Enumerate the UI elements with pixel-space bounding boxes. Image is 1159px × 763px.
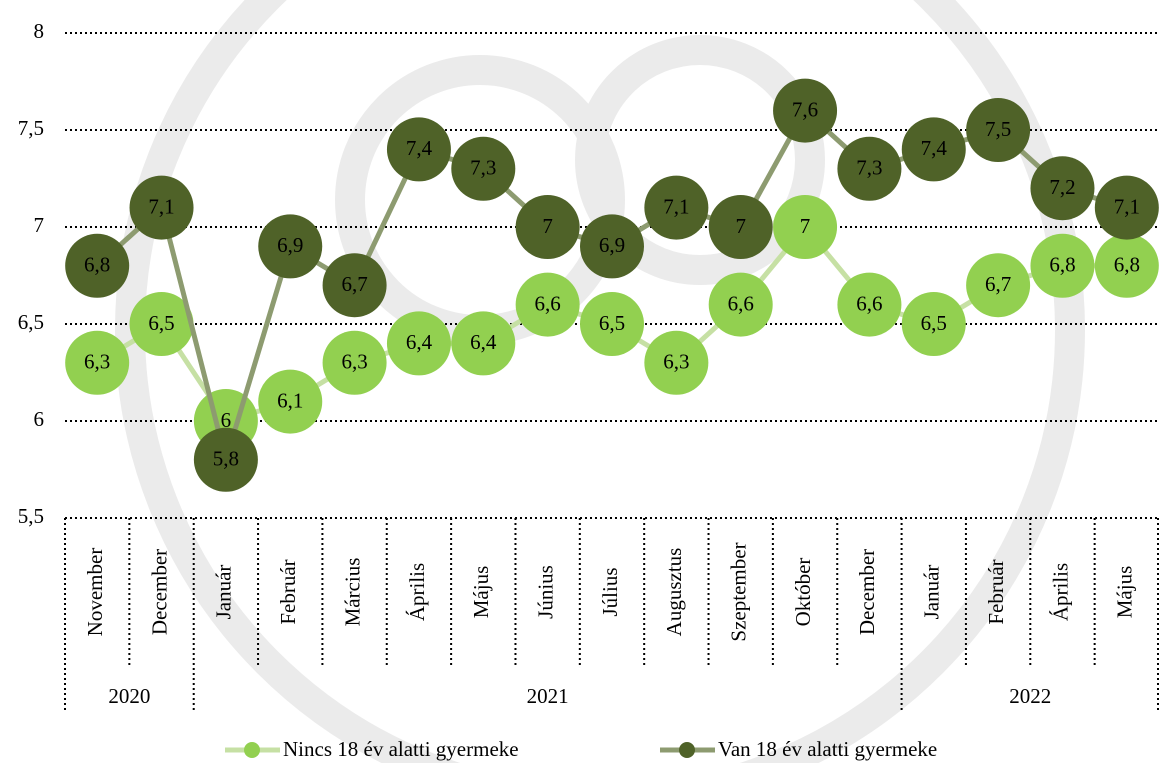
x-tick-label: Április (405, 563, 429, 621)
x-tick-label: December (855, 549, 879, 635)
x-tick-label: Április (1048, 563, 1072, 621)
data-label: 7,6 (792, 97, 818, 121)
data-label: 7 (542, 214, 553, 238)
year-label: 2021 (527, 684, 569, 708)
legend-marker (679, 742, 695, 758)
x-tick-label: Szeptember (727, 542, 751, 641)
data-label: 6,6 (856, 291, 882, 315)
x-tick-label: Január (212, 565, 236, 620)
x-tick-label: December (147, 549, 171, 635)
data-label: 7,5 (985, 117, 1011, 141)
data-label: 7,3 (856, 156, 882, 180)
data-label: 6,3 (84, 350, 110, 374)
data-label: 6,8 (84, 253, 110, 277)
data-label: 7 (800, 214, 811, 238)
data-label: 6,6 (728, 291, 754, 315)
x-tick-label: Május (1113, 566, 1137, 619)
data-label: 7,4 (406, 136, 433, 160)
data-label: 6,5 (921, 311, 947, 335)
chart: 5,5 6 6,5 7 7,5 8 2020 2021 2022 November December… (0, 0, 1159, 763)
data-label: 6,8 (1049, 253, 1075, 277)
data-label: 6,5 (148, 311, 174, 335)
data-label: 7,4 (921, 136, 948, 160)
data-label: 7,1 (663, 194, 689, 218)
year-label: 2020 (108, 684, 150, 708)
y-tick-label: 7,5 (18, 116, 44, 140)
data-label: 7 (735, 214, 746, 238)
data-label: 6,6 (535, 291, 561, 315)
x-tick-label: Július (598, 567, 622, 616)
data-label: 6,8 (1114, 253, 1140, 277)
legend-label: Van 18 év alatti gyermeke (718, 737, 937, 761)
x-tick-label: Augusztus (662, 548, 686, 637)
data-label: 6,7 (985, 272, 1011, 296)
data-label: 6,5 (599, 311, 625, 335)
data-label: 6,9 (277, 233, 303, 257)
x-tick-label: Október (791, 558, 815, 627)
legend-label: Nincs 18 év alatti gyermeke (283, 737, 519, 761)
data-label: 7,3 (470, 156, 496, 180)
data-label: 7,1 (1114, 194, 1140, 218)
y-tick-label: 8 (34, 19, 45, 43)
x-tick-label: Január (920, 565, 944, 620)
y-tick-label: 7 (34, 213, 45, 237)
x-tick-label: Május (469, 566, 493, 619)
data-label: 6,7 (341, 272, 367, 296)
data-label: 7,2 (1049, 175, 1075, 199)
data-label: 6,3 (663, 350, 689, 374)
year-label: 2022 (1009, 684, 1051, 708)
y-tick-label: 5,5 (18, 504, 44, 528)
data-label: 6,9 (599, 233, 625, 257)
x-tick-label: Február (984, 559, 1008, 624)
x-tick-label: Március (340, 558, 364, 627)
data-label: 6,4 (406, 330, 433, 354)
x-tick-label: Február (276, 559, 300, 624)
data-label: 6,3 (341, 350, 367, 374)
data-label: 6,1 (277, 388, 303, 412)
legend-marker (244, 742, 260, 758)
y-tick-label: 6,5 (18, 310, 44, 334)
data-label: 7,1 (148, 194, 174, 218)
data-label: 5,8 (213, 447, 239, 471)
y-tick-label: 6 (34, 407, 45, 431)
data-label: 6,4 (470, 330, 497, 354)
x-tick-label: Június (533, 565, 557, 619)
x-tick-label: November (83, 548, 107, 637)
